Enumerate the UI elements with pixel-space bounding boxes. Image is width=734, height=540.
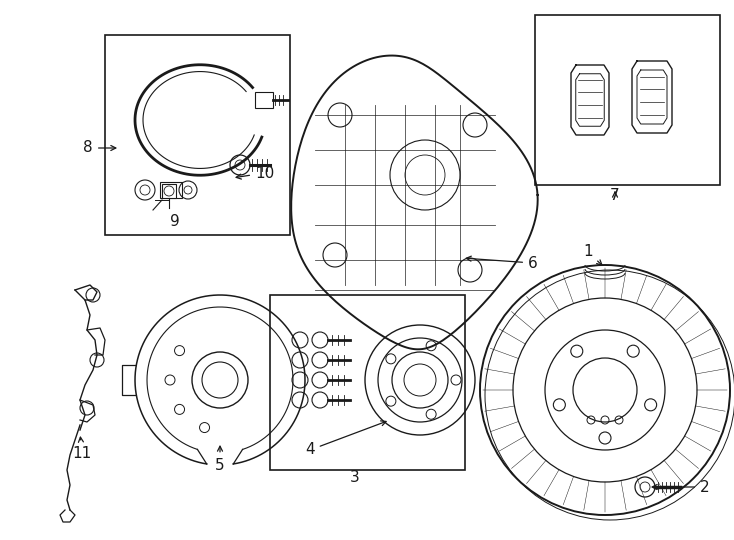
Text: 2: 2 bbox=[653, 480, 710, 495]
Text: 10: 10 bbox=[236, 165, 275, 180]
Text: 5: 5 bbox=[215, 446, 225, 472]
Bar bbox=[162, 184, 176, 198]
Text: 1: 1 bbox=[584, 245, 602, 265]
Text: 9: 9 bbox=[170, 214, 180, 230]
Bar bbox=[160, 182, 182, 198]
Text: 11: 11 bbox=[73, 437, 92, 461]
Text: 4: 4 bbox=[305, 421, 386, 457]
Text: 6: 6 bbox=[466, 255, 538, 271]
Text: 7: 7 bbox=[610, 187, 619, 202]
Bar bbox=[535, 15, 720, 185]
Bar bbox=[105, 35, 290, 235]
Text: 3: 3 bbox=[350, 470, 360, 485]
Bar bbox=[270, 295, 465, 470]
Bar bbox=[255, 92, 273, 108]
Text: 8: 8 bbox=[84, 140, 116, 156]
